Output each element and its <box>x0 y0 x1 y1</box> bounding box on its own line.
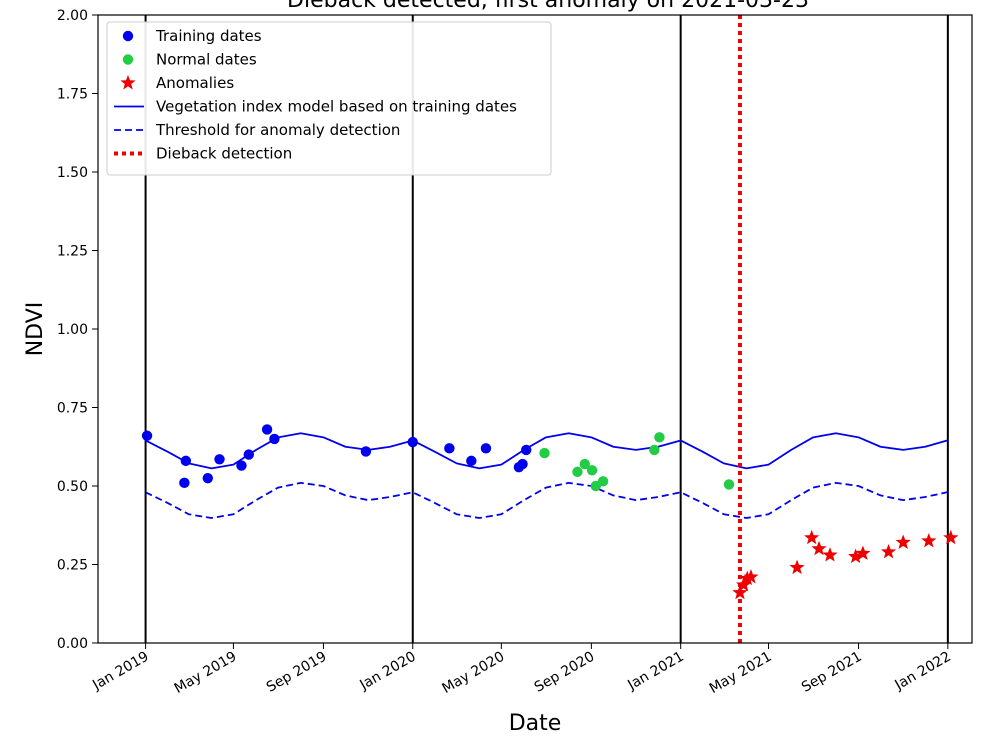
y-tick-label: 0.00 <box>57 636 88 652</box>
training-point <box>243 449 254 460</box>
x-tick-label: Jan 2022 <box>892 649 954 694</box>
training-point <box>444 443 455 454</box>
normal-point <box>723 479 735 490</box>
y-tick-label: 1.00 <box>57 322 88 338</box>
training-point <box>269 433 280 445</box>
legend-entry: Normal dates <box>122 51 257 69</box>
legend-label: Threshold for anomaly detection <box>155 121 400 139</box>
y-axis: 0.00 0.25 0.50 0.75 1.00 1.25 1.50 1.75 2.00 <box>57 8 98 652</box>
legend-dot-icon <box>122 30 134 42</box>
anomaly-point <box>921 532 937 548</box>
x-tick-label: Sep 2021 <box>799 649 865 696</box>
y-tick-label: 0.25 <box>57 558 88 574</box>
training-point <box>141 430 153 441</box>
normal-point <box>572 466 583 478</box>
x-tick-label: Sep 2020 <box>532 649 598 696</box>
normal-point <box>654 432 665 443</box>
anomaly-point <box>811 540 827 556</box>
x-axis: Jan 2019 May 2019 Sep 2019 Jan 2020 May 2020… <box>89 643 954 697</box>
anomaly-point <box>732 584 748 600</box>
training-point <box>214 454 225 465</box>
legend-entry: Dieback detection <box>114 145 292 163</box>
anomaly-point <box>848 548 864 564</box>
y-axis-label: NDVI <box>23 302 48 357</box>
training-point <box>180 455 192 467</box>
training-point <box>202 472 213 484</box>
x-tick-label: Sep 2019 <box>264 649 330 696</box>
x-tick-label: Jan 2019 <box>89 649 151 694</box>
legend-entry: Vegetation index model based on training… <box>114 98 517 116</box>
training-point <box>517 458 528 470</box>
anomaly-point <box>789 559 805 575</box>
anomaly-point <box>855 545 871 560</box>
normal-point <box>649 444 660 456</box>
anomaly-point <box>943 529 959 545</box>
training-point <box>521 444 532 456</box>
normal-point <box>586 465 598 476</box>
x-axis-label: Date <box>509 711 562 736</box>
x-tick-label: May 2021 <box>707 649 775 697</box>
y-tick-label: 1.25 <box>57 244 88 260</box>
legend-label: Anomalies <box>156 74 234 92</box>
legend-dot-icon <box>122 54 134 65</box>
normal-point <box>579 458 590 470</box>
normal-point <box>539 447 550 459</box>
training-point <box>236 460 247 471</box>
legend-label: Vegetation index model based on training… <box>156 98 517 116</box>
anomaly-point <box>880 543 897 559</box>
y-tick-label: 0.75 <box>57 401 88 417</box>
anomaly-point <box>739 570 755 586</box>
legend-label: Normal dates <box>156 51 257 69</box>
legend-entry: Anomalies <box>120 74 234 92</box>
training-point <box>261 424 273 435</box>
normal-point <box>597 476 609 487</box>
anomaly-point <box>822 547 838 562</box>
training-point <box>407 436 418 448</box>
x-tick-label: May 2020 <box>440 649 508 697</box>
x-tick-label: Jan 2020 <box>356 649 418 694</box>
training-point <box>179 477 190 489</box>
training-point <box>480 443 492 454</box>
y-tick-label: 1.75 <box>57 87 88 103</box>
y-tick-label: 0.50 <box>57 479 88 495</box>
training-point <box>360 446 372 457</box>
anomaly-point <box>895 534 911 549</box>
chart-title: Dieback detected, first anomaly on 2021-… <box>287 0 809 13</box>
x-tick-label: Jan 2021 <box>624 649 686 694</box>
training-point <box>466 455 477 467</box>
legend-entry: Training dates <box>122 27 262 45</box>
legend-label: Dieback detection <box>156 145 292 163</box>
legend-star-icon <box>120 75 136 90</box>
threshold-line <box>145 481 948 519</box>
anomaly-point <box>743 569 759 584</box>
x-tick-label: May 2019 <box>172 649 240 697</box>
legend-entry: Threshold for anomaly detection <box>114 121 400 139</box>
anomaly-point <box>804 529 820 545</box>
y-tick-label: 2.00 <box>57 8 88 24</box>
y-tick-label: 1.50 <box>57 165 88 181</box>
legend-box <box>106 21 552 176</box>
legend: Training dates Normal dates Anomalies Veget… <box>106 21 552 176</box>
legend-label: Training dates <box>155 27 262 45</box>
